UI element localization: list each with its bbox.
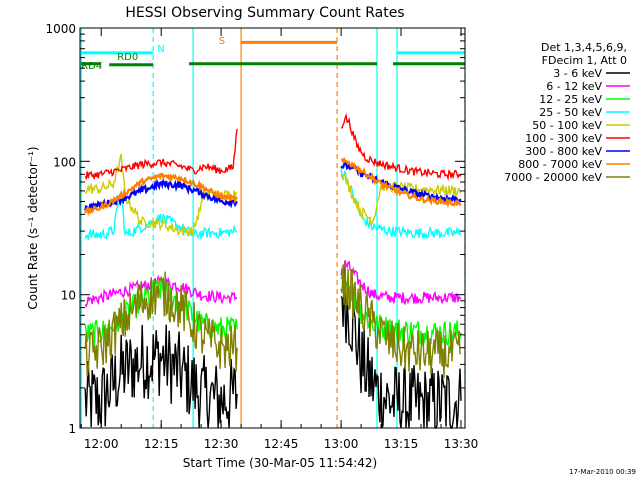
x-tick-label: 13:00 [324,437,359,451]
x-tick-label: 12:00 [84,437,119,451]
mode-label-s: S [219,36,225,47]
x-tick-label: 12:15 [144,437,179,451]
legend-entry-label: 25 - 50 keV [539,106,602,119]
legend-entry-label: 50 - 100 keV [532,119,602,132]
y-tick-label: 1 [68,422,76,436]
x-axis-label: Start Time (30-Mar-05 11:54:42) [183,456,377,470]
y-tick-label: 1000 [45,22,76,36]
y-tick-label: 10 [61,289,76,303]
legend-entry-label: 100 - 300 keV [525,132,602,145]
series-line [340,172,462,226]
x-tick-label: 13:30 [444,437,479,451]
x-tick-label: 12:30 [204,437,239,451]
legend-entry-label: 12 - 25 keV [539,93,602,106]
legend-header-line-1: Det 1,3,4,5,6,9, [541,41,627,54]
legend-entry-label: 300 - 800 keV [525,145,602,158]
plot-frame [79,27,466,429]
legend-entry-label: 7000 - 20000 keV [504,171,602,184]
legend-entry-label: 6 - 12 keV [546,80,602,93]
series-line [340,160,462,204]
x-tick-label: 12:45 [264,437,299,451]
series-line [84,172,238,217]
legend-header-line-2: FDecim 1, Att 0 [542,54,627,67]
legend: Det 1,3,4,5,6,9, FDecim 1, Att 0 3 - 6 k… [504,41,630,184]
series-line [84,191,238,241]
y-tick-label: 100 [53,155,76,169]
series-line [340,268,462,429]
chart-title: HESSI Observing Summary Count Rates [125,5,404,21]
legend-entry-label: 3 - 6 keV [553,67,602,80]
series-line [84,271,238,377]
mode-label-n: N [157,44,164,55]
mode-label-rd0: RD0 [117,52,138,63]
mode-label-rd4: RD4 [81,61,102,72]
series-line [84,128,238,181]
x-tick-label: 13:15 [384,437,419,451]
series-line [340,260,462,306]
series-line [340,156,462,209]
axes: 12:00 12:15 12:30 12:45 13:00 13:15 13:30 1 10 10… [45,22,478,451]
series-line [341,112,462,181]
legend-entry-label: 800 - 7000 keV [518,158,602,171]
timestamp: 17-Mar-2010 00:39 [569,468,636,476]
plot-area: N RD0 RD4 S [80,28,466,429]
y-axis-label: Count Rate (s⁻¹ detector⁻¹) [26,146,40,309]
series-line [84,324,238,429]
series-line [340,262,462,378]
series-line [84,177,238,211]
